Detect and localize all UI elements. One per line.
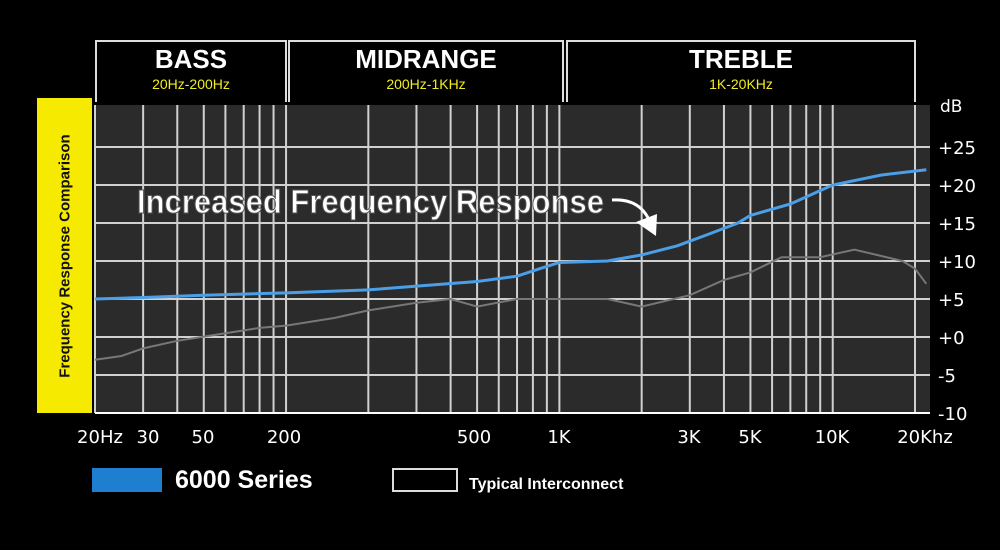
x-tick-label: 10K <box>815 427 851 448</box>
y-tick-label: -5 <box>938 366 956 387</box>
series-line-typical-interconnect <box>94 248 928 361</box>
x-tick-label: 1K <box>547 427 571 448</box>
x-tick-label: 20Hz <box>77 427 123 448</box>
band-treble-title: TREBLE <box>689 44 793 74</box>
legend-6000-label: 6000 Series <box>175 466 313 494</box>
x-tick-label: 3K <box>677 427 701 448</box>
band-midrange-range: 200Hz-1KHz <box>386 76 466 92</box>
x-tick-label: 5K <box>738 427 762 448</box>
y-tick-label: +20 <box>938 176 976 197</box>
series-line-6000-series <box>94 168 927 301</box>
y-tick-label: +15 <box>938 214 976 235</box>
x-tick-label: 500 <box>457 427 491 448</box>
plot-area <box>95 105 930 413</box>
x-tick-label: 50 <box>192 427 215 448</box>
chart-annotation: Increased Frequency Response <box>137 183 604 220</box>
x-tick-label: 200 <box>267 427 301 448</box>
legend-typical-swatch <box>392 468 458 492</box>
legend-typical-label: Typical Interconnect <box>469 476 624 493</box>
y-axis-label: Frequency Response Comparison <box>37 98 92 413</box>
y-tick-label: -10 <box>938 404 967 425</box>
y-unit-label: dB <box>940 97 962 117</box>
x-tick-label: 30 <box>137 427 160 448</box>
band-bass-range: 20Hz-200Hz <box>152 76 230 92</box>
arrow-head-icon <box>636 214 657 236</box>
band-bass-title: BASS <box>154 44 228 74</box>
band-midrange: MIDRANGE 200Hz-1KHz <box>288 40 564 102</box>
band-midrange-title: MIDRANGE <box>355 44 497 74</box>
y-tick-label: +10 <box>938 252 976 273</box>
x-tick-label: 20Khz <box>897 427 953 448</box>
legend-6000-series <box>92 468 162 492</box>
y-tick-label: +5 <box>938 290 965 311</box>
band-treble-range: 1K-20KHz <box>709 76 773 92</box>
band-treble: TREBLE 1K-20KHz <box>566 40 916 102</box>
y-tick-label: +0 <box>938 328 965 349</box>
band-bass: BASS 20Hz-200Hz <box>95 40 287 102</box>
y-tick-label: +25 <box>938 138 976 159</box>
